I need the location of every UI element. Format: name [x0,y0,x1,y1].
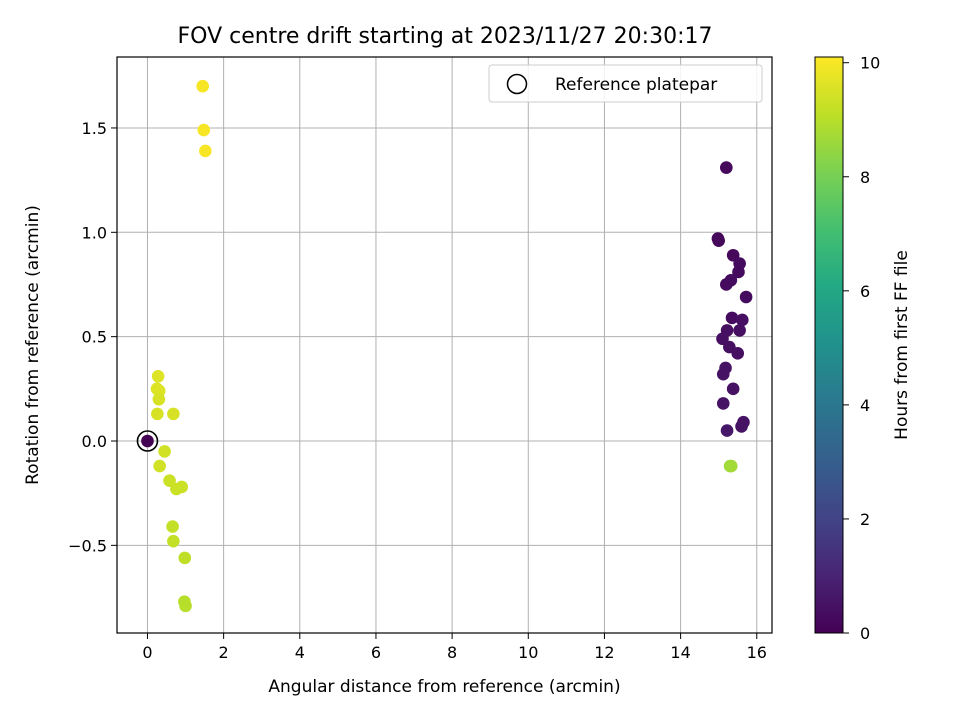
x-axis-label: Angular distance from reference (arcmin) [268,677,620,697]
data-point [197,123,211,137]
data-point [151,370,165,383]
legend-box [488,64,763,103]
data-point [716,397,730,410]
colorbar-gradient [814,56,844,634]
data-point [166,520,179,533]
data-point [720,278,733,291]
data-point [735,420,748,433]
data-point [724,459,738,473]
colorbar-tick-label: 4 [860,396,870,415]
colorbar-tick-label: 8 [860,168,870,187]
data-point [151,407,164,421]
reference-marker [136,430,159,452]
data-point [178,551,192,565]
data-point [735,313,749,327]
legend: Reference platepar [488,64,763,103]
colorbar-tick-label: 0 [860,624,870,643]
data-point [725,311,739,325]
x-tick-label: 12 [594,643,614,662]
y-tick-label: 1.5 [82,119,107,138]
data-point [733,324,746,337]
data-point [720,161,733,174]
data-point [152,392,166,406]
x-axis-ticks: 0 2 4 6 8 10 12 14 16 [142,633,767,662]
data-point [199,144,212,158]
legend-marker-reference [506,73,528,95]
scatter-points [141,79,753,613]
colorbar-ticks: 0 2 4 6 8 10 [843,54,880,643]
grid-lines [117,57,772,633]
data-point [712,234,725,247]
data-point [739,290,753,304]
x-tick-label: 10 [518,643,538,662]
data-point [196,79,209,93]
colorbar-tick-label: 6 [860,282,870,301]
colorbar: 0 2 4 6 8 10 Hours from first FF file [814,54,912,643]
x-tick-label: 0 [142,643,152,662]
data-point [167,534,180,548]
chart-title: FOV centre drift starting at 2023/11/27 … [178,24,713,49]
data-point [720,424,734,437]
x-tick-label: 16 [747,643,767,662]
reference-platepar-marker [136,430,159,452]
x-tick-label: 8 [447,643,457,662]
data-point [726,382,740,396]
plot-frame [116,56,773,634]
data-point [163,474,176,487]
y-tick-label: −0.5 [68,536,107,555]
data-point [716,332,729,346]
data-point [153,459,166,473]
y-tick-label: 1.0 [82,223,107,242]
data-point [158,445,171,458]
colorbar-tick-label: 2 [860,510,870,529]
colorbar-tick-label: 10 [860,54,880,73]
legend-entry-reference-platepar: Reference platepar [555,75,717,95]
data-point [731,347,745,360]
data-point [716,367,730,381]
y-axis-ticks: −0.5 0.0 0.5 1.0 1.5 [68,119,117,555]
x-tick-label: 2 [219,643,229,662]
x-tick-label: 6 [371,643,381,662]
data-point [167,407,180,421]
data-point [732,265,745,279]
x-tick-label: 14 [670,643,690,662]
y-axis-label: Rotation from reference (arcmin) [23,205,43,485]
data-point [179,599,192,613]
y-tick-label: 0.0 [82,432,107,451]
x-tick-label: 4 [295,643,305,662]
colorbar-label: Hours from first FF file [892,250,912,440]
data-point [141,434,154,448]
y-tick-label: 0.5 [82,328,107,347]
data-point [170,482,183,496]
